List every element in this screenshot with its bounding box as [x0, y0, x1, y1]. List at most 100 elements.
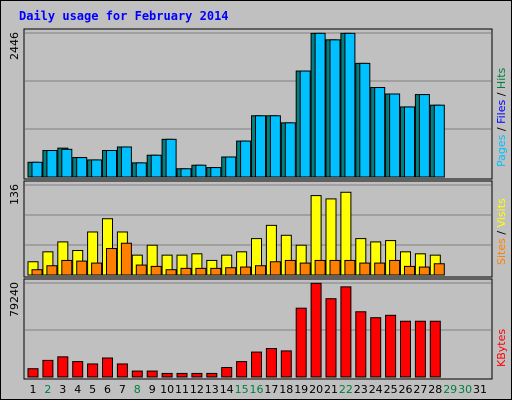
bar-sites-2-day-14: [225, 267, 237, 276]
day-label-21: 21: [324, 383, 338, 396]
bar-kbytes-1-day-27: [414, 320, 426, 378]
bar-sites-2-day-20: [314, 259, 326, 276]
legend-entry: Files: [495, 100, 508, 124]
bar-hits-2-day-13: [210, 167, 222, 178]
bar-kbytes-1-day-25: [385, 314, 397, 378]
bar-kbytes-1-day-1: [27, 368, 39, 378]
day-label-5: 5: [89, 383, 96, 396]
bar-hits-2-day-22: [344, 32, 356, 178]
bar-hits-2-day-23: [359, 62, 371, 178]
bar-hits-2-day-28: [433, 104, 445, 178]
bar-kbytes-1-day-7: [116, 363, 128, 378]
bar-kbytes-1-day-23: [355, 311, 367, 378]
bar-sites-2-day-17: [269, 261, 281, 276]
day-label-1: 1: [30, 383, 37, 396]
day-label-27: 27: [413, 383, 427, 396]
legend-entry: /: [495, 124, 508, 135]
bar-hits-2-day-6: [106, 150, 117, 178]
bar-sites-2-day-7: [120, 242, 132, 276]
panels: 2446 Pages / Files / Hits 136 Sites / Visit…: [8, 28, 508, 380]
bar-kbytes-1-day-10: [161, 372, 173, 378]
bar-hits-2-day-10: [165, 138, 177, 178]
day-label-23: 23: [354, 383, 368, 396]
bar-sites-2-day-23: [359, 262, 371, 276]
legend-entry: Visits: [495, 198, 508, 227]
day-label-17: 17: [264, 383, 278, 396]
bar-hits-2-day-21: [329, 39, 341, 178]
bar-hits-2-day-9: [150, 154, 162, 178]
day-label-24: 24: [369, 383, 383, 396]
day-label-12: 12: [190, 383, 204, 396]
bar-sites-2-day-10: [165, 269, 177, 276]
bar-sites-2-day-26: [404, 265, 415, 276]
day-label-2: 2: [44, 383, 51, 396]
bar-kbytes-1-day-16: [251, 351, 262, 378]
bar-kbytes-1-day-15: [236, 361, 248, 378]
day-label-30: 30: [458, 383, 472, 396]
bar-sites-2-day-11: [180, 267, 192, 276]
bar-hits-2-day-17: [269, 115, 281, 178]
bar-kbytes-1-day-3: [57, 356, 69, 378]
bar-hits-2-day-16: [255, 115, 266, 178]
bar-sites-2-day-19: [299, 262, 311, 276]
y-max-label: 79240: [8, 282, 21, 317]
bar-sites-2-day-16: [255, 265, 266, 276]
bar-sites-2-day-8: [135, 264, 147, 276]
panel-kbytes: 79240 KBytes: [8, 278, 508, 380]
bar-kbytes-1-day-19: [295, 307, 307, 378]
legend-entry: Pages: [495, 134, 508, 167]
bar-kbytes-1-day-28: [429, 320, 441, 378]
bar-hits-2-day-14: [225, 156, 237, 178]
bar-kbytes-1-day-18: [280, 350, 292, 378]
bar-sites-2-day-13: [210, 267, 222, 276]
bar-hits-2-day-1: [31, 161, 43, 178]
bar-hits-2-day-7: [120, 146, 132, 178]
bar-sites-2-day-3: [61, 259, 73, 276]
bar-hits-2-day-15: [240, 140, 252, 178]
bar-hits-2-day-26: [404, 106, 415, 178]
bar-sites-2-day-5: [91, 262, 103, 276]
day-label-6: 6: [104, 383, 111, 396]
bar-hits-2-day-25: [389, 93, 401, 178]
bar-sites-2-day-22: [344, 259, 356, 276]
y-max-label: 2446: [8, 32, 21, 60]
legend-entry: Hits: [495, 67, 508, 89]
day-label-22: 22: [339, 383, 353, 396]
legend-hits: Pages / Files / Hits: [495, 67, 508, 167]
bar-kbytes-1-day-14: [221, 367, 233, 378]
day-label-15: 15: [235, 383, 249, 396]
bar-kbytes-1-day-8: [131, 370, 143, 378]
bar-kbytes-1-day-11: [176, 372, 188, 378]
bar-kbytes-1-day-13: [206, 372, 218, 378]
bar-sites-2-day-9: [150, 265, 162, 276]
day-label-3: 3: [59, 383, 66, 396]
day-label-4: 4: [74, 383, 81, 396]
legend-entry: /: [495, 89, 508, 100]
legend-kbytes: KBytes: [495, 329, 508, 367]
panel-hits: 2446 Pages / Files / Hits: [8, 28, 508, 180]
bar-kbytes-1-day-4: [72, 361, 84, 378]
bar-sites-2-day-28: [433, 263, 445, 276]
bar-kbytes-1-day-6: [102, 357, 113, 378]
legend-entry: Sites: [495, 238, 508, 265]
bar-hits-2-day-11: [180, 168, 192, 178]
bar-sites-2-day-27: [418, 266, 430, 276]
day-label-18: 18: [279, 383, 293, 396]
y-max-label: 136: [8, 184, 21, 205]
bar-kbytes-1-day-22: [340, 286, 352, 378]
bar-sites-2-day-21: [329, 259, 341, 276]
bar-kbytes-1-day-12: [191, 372, 203, 378]
bar-sites-2-day-2: [46, 265, 58, 276]
day-label-31: 31: [473, 383, 487, 396]
legend-entry: KBytes: [495, 329, 508, 367]
day-label-10: 10: [160, 383, 174, 396]
chart-title: Daily usage for February 2014: [19, 9, 229, 23]
bar-kbytes-1-day-21: [325, 298, 337, 378]
day-label-25: 25: [384, 383, 398, 396]
bar-sites-2-day-6: [106, 248, 117, 276]
bar-hits-2-day-4: [76, 157, 88, 178]
bar-hits-2-day-18: [284, 122, 296, 178]
bar-hits-2-day-24: [374, 87, 386, 178]
day-label-16: 16: [250, 383, 264, 396]
